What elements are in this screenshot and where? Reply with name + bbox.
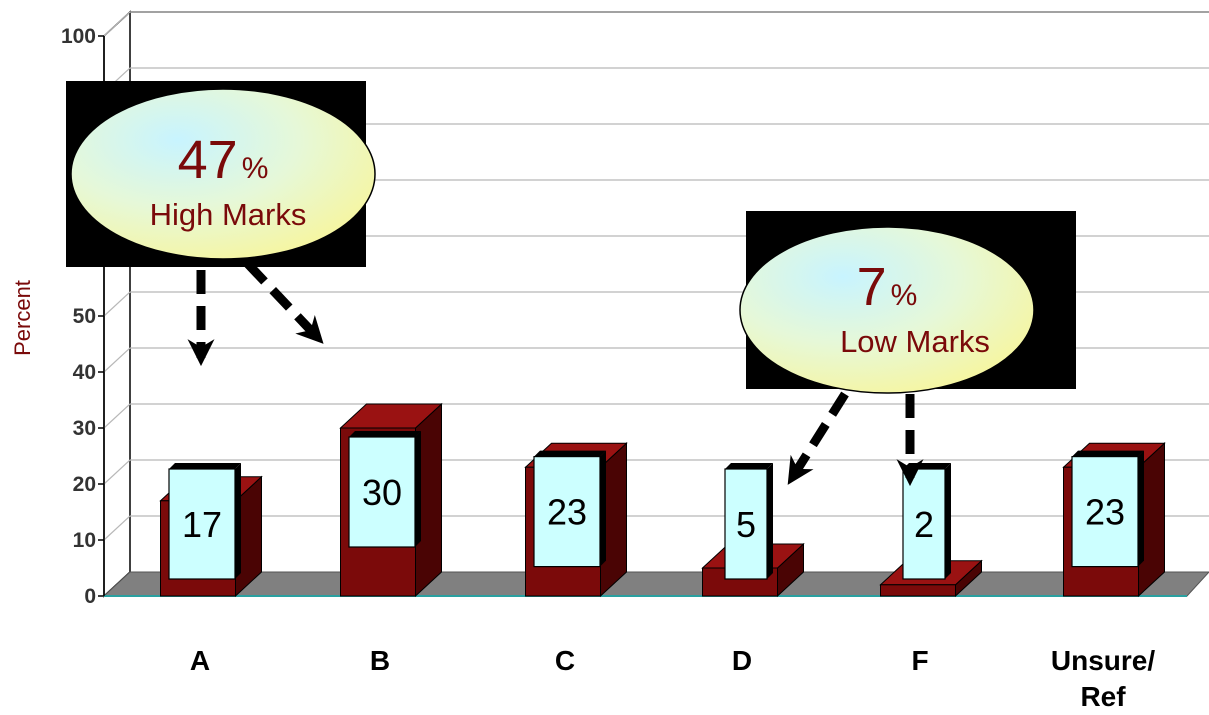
category-label: A <box>190 645 210 676</box>
data-label-shadow <box>1138 450 1144 567</box>
data-label-text: 23 <box>1085 492 1125 533</box>
y-tick-label: 100 <box>61 25 96 48</box>
category-label: F <box>911 645 928 676</box>
gridline-side <box>103 11 131 37</box>
category-label-line: Unsure/ <box>1051 645 1155 676</box>
callout-high-marks: 47% High Marks <box>66 81 376 367</box>
callout-low-value: 7% <box>857 257 918 317</box>
callout-high-value: 47% <box>178 130 269 190</box>
data-label-shadow-top <box>169 463 241 469</box>
category-label-line: C <box>555 645 575 676</box>
data-label: 23 <box>533 450 606 568</box>
data-label: 2 <box>902 463 951 580</box>
bar-group: 30 <box>339 402 443 598</box>
callout-high-ellipse <box>70 88 376 260</box>
y-axis-label: Percent <box>10 280 35 356</box>
data-label: 23 <box>1071 450 1144 568</box>
category-label: B <box>370 645 390 676</box>
gridline-side <box>103 291 131 317</box>
data-label-box <box>902 468 946 580</box>
bar-group: 23 <box>524 442 628 598</box>
data-label: 30 <box>348 431 421 548</box>
data-label-shadow-top <box>534 450 606 457</box>
data-label-box <box>533 456 601 568</box>
category-label-line: Ref <box>1080 681 1126 712</box>
data-label: 5 <box>724 463 773 580</box>
callout-low-number: 7 <box>857 257 887 317</box>
data-label-shadow <box>945 463 951 579</box>
y-tick-label: 40 <box>73 361 96 384</box>
data-label-box <box>348 436 416 548</box>
gridline-side <box>103 403 131 429</box>
category-label-line: D <box>732 645 752 676</box>
callout-low-ellipse <box>739 226 1035 394</box>
data-label-shadow <box>235 463 241 579</box>
data-label-box <box>168 468 236 580</box>
bar-group: 23 <box>1062 442 1166 598</box>
category-label-line: A <box>190 645 210 676</box>
data-label-shadow <box>767 463 773 579</box>
category-label: Unsure/Ref <box>1051 645 1155 712</box>
y-tick-label: 30 <box>73 417 96 440</box>
callout-high-unit: % <box>242 152 269 185</box>
y-tick-label: 0 <box>84 585 96 608</box>
callout-high-text: High Marks <box>150 197 307 232</box>
data-label-shadow-top <box>1072 450 1144 457</box>
gridline-side <box>103 459 131 485</box>
category-labels: A B C D F Unsure/Ref <box>190 645 1155 712</box>
callout-low-text: Low Marks <box>840 324 990 359</box>
chart-floor <box>102 571 1209 597</box>
data-label: 17 <box>168 463 241 580</box>
gridline-side <box>103 347 131 373</box>
callout-low-marks: 7% Low Marks <box>739 211 1076 487</box>
y-tick-label: 10 <box>73 529 96 552</box>
data-label-text: 2 <box>914 504 934 545</box>
bars: 17 30 23 5 2 23 <box>159 402 1166 598</box>
data-label-text: 5 <box>736 504 756 545</box>
data-label-shadow <box>600 450 606 567</box>
callout-low-unit: % <box>891 279 918 312</box>
callout-high-number: 47 <box>178 130 238 190</box>
bar-group: 2 <box>879 463 983 598</box>
arrow-to-d <box>787 391 849 485</box>
data-label-box <box>1071 456 1139 568</box>
bar <box>880 584 956 597</box>
arrow-to-b <box>244 260 324 344</box>
data-label-shadow <box>415 431 421 547</box>
data-label-shadow-top <box>725 463 773 469</box>
data-label-box <box>724 468 768 580</box>
data-label-shadow-top <box>349 431 421 437</box>
data-label-text: 23 <box>547 492 587 533</box>
data-label-text: 17 <box>182 504 222 545</box>
y-tick-label: 20 <box>73 473 96 496</box>
y-tick-label: 50 <box>73 305 96 328</box>
category-label: D <box>732 645 752 676</box>
data-label-text: 30 <box>362 472 402 513</box>
bar-group: 17 <box>159 463 263 598</box>
bar-group: 5 <box>701 463 805 598</box>
category-label-line: F <box>911 645 928 676</box>
category-label: C <box>555 645 575 676</box>
gridline-side <box>103 515 131 541</box>
category-label-line: B <box>370 645 390 676</box>
